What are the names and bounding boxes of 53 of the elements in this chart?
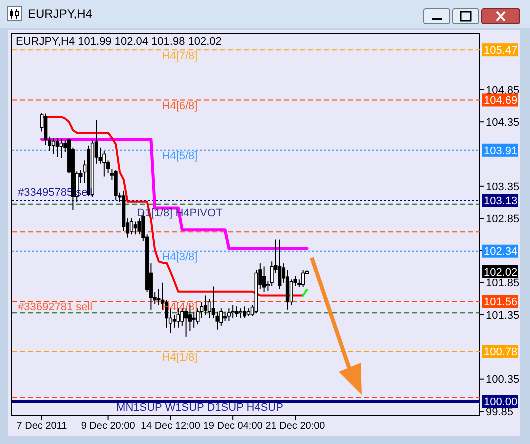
text: 102.02 (484, 266, 518, 279)
ref-line-label: 103.13 (484, 195, 518, 208)
y-tick-label: 102.85 (486, 213, 520, 226)
candlestick (204, 295, 208, 316)
candlestick (224, 311, 228, 322)
annotation: H4[6/8] (162, 100, 198, 112)
candlestick (56, 138, 60, 158)
candlestick (235, 306, 239, 318)
candlestick (60, 138, 64, 159)
candlestick (227, 308, 231, 322)
y-tick-label: 101.35 (486, 310, 520, 322)
candlestick (52, 138, 56, 155)
chart-subtitle: EURJPY,H4 101.99 102.04 101.98 102.02 (16, 36, 222, 48)
chart-title: EURJPY,H4 (28, 7, 93, 21)
candlestick (278, 239, 282, 290)
annotation: #33692781 sell (18, 302, 93, 314)
ref-line-label: 100.78 (484, 346, 518, 359)
ref-line-label: 100.00 (484, 396, 518, 409)
candlestick (290, 279, 294, 306)
candlestick (172, 314, 176, 328)
candlestick (44, 113, 48, 146)
candlestick (239, 308, 243, 319)
y-tick-label: 104.35 (486, 116, 520, 129)
annotation: H4[7/8] (162, 50, 198, 62)
annotation: MN1SUP W1SUP D1SUP H4SUP (116, 402, 284, 414)
candlestick (262, 266, 266, 294)
annotation: H4[3/8] (162, 252, 198, 264)
annotation: H4[1/8] (162, 352, 198, 364)
annotation: H4[5/8] (162, 150, 198, 163)
ref-line-label: 104.69 (484, 95, 518, 108)
y-tick-label: 100.35 (486, 374, 520, 386)
x-tick-label: 9 Dec 20:00 (81, 421, 136, 432)
y-tick-label: 104.85 (486, 84, 520, 97)
x-tick-label: 19 Dec 04:00 (203, 421, 264, 432)
candlestick (134, 221, 138, 236)
candlestick (192, 311, 196, 328)
candlestick (302, 270, 306, 288)
y-tick-label: 99.85 (486, 406, 514, 418)
candlestick (243, 306, 247, 319)
x-tick-label: 21 Dec 20:00 (266, 421, 326, 432)
ref-line-label: 102.34 (484, 246, 518, 258)
ref-line-label: 105.47 (484, 44, 518, 57)
x-tick-label: 14 Dec 12:00 (140, 421, 201, 432)
y-tick-label: 103.35 (486, 181, 520, 194)
candlestick (220, 308, 224, 326)
x-tick-label: 7 Dec 2011 (16, 421, 68, 432)
y-tick-label: 101.85 (486, 278, 520, 290)
ref-line-label: 103.91 (484, 145, 518, 158)
candlestick (138, 218, 142, 236)
candlestick (130, 218, 134, 236)
candlestick (102, 150, 106, 178)
ref-line-label: 101.56 (484, 296, 518, 308)
candlestick (231, 304, 235, 319)
